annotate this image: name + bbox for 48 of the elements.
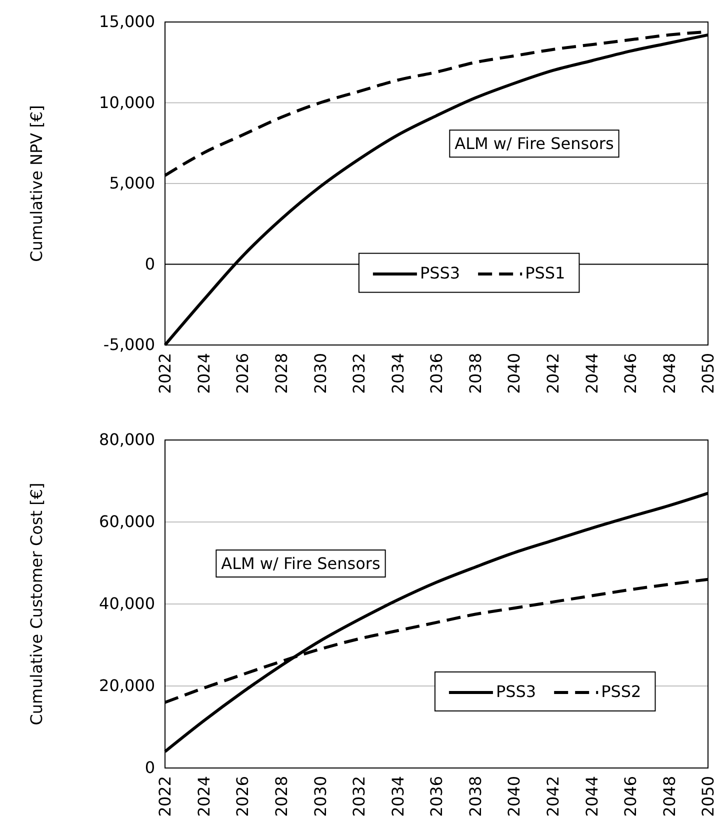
x-tick-label: 2028 [272, 776, 291, 817]
x-tick-label: 2046 [621, 776, 640, 817]
x-tick-label: 2034 [388, 353, 408, 394]
y-tick-label: 0 [144, 254, 155, 274]
x-tick-label: 2024 [194, 776, 214, 817]
y-axis-title: Cumulative NPV [€] [27, 105, 46, 262]
x-tick-label: 2038 [466, 353, 485, 394]
x-tick-label: 2036 [427, 776, 446, 817]
y-axis-title: Cumulative Customer Cost [€] [27, 482, 46, 726]
x-tick-label: 2022 [156, 353, 175, 394]
x-tick-label: 2034 [388, 776, 408, 817]
x-tick-label: 2036 [427, 353, 446, 394]
x-tick-label: 2032 [350, 776, 369, 817]
x-tick-label: 2026 [233, 776, 252, 817]
x-tick-label: 2028 [272, 353, 291, 394]
x-tick-label: 2048 [660, 353, 679, 394]
annotation: ALM w/ Fire Sensors [454, 134, 614, 154]
x-tick-label: 2044 [582, 776, 602, 817]
x-tick-label: 2040 [504, 353, 524, 394]
x-tick-label: 2038 [466, 776, 485, 817]
x-tick-label: 2044 [582, 353, 602, 394]
x-tick-label: 2022 [156, 776, 175, 817]
x-tick-label: 2050 [698, 353, 715, 394]
x-tick-label: 2026 [233, 353, 252, 394]
x-tick-label: 2040 [504, 776, 524, 817]
legend-label: PSS3 [420, 263, 460, 282]
legend-label: PSS2 [601, 682, 642, 701]
x-tick-label: 2050 [698, 776, 715, 817]
y-tick-label: 10,000 [99, 92, 155, 112]
x-tick-label: 2030 [310, 776, 330, 817]
y-tick-label: 0 [144, 758, 155, 778]
x-tick-label: 2024 [194, 353, 214, 394]
y-tick-label: 80,000 [99, 430, 155, 450]
x-tick-label: 2042 [543, 353, 562, 394]
y-tick-label: 5,000 [109, 174, 155, 193]
x-tick-label: 2032 [350, 353, 369, 394]
annotation: ALM w/ Fire Sensors [221, 554, 380, 574]
legend-label: PSS1 [525, 263, 566, 282]
x-tick-label: 2030 [310, 353, 330, 394]
y-tick-label: 15,000 [99, 12, 155, 32]
x-tick-label: 2048 [660, 776, 679, 817]
legend-label: PSS3 [496, 682, 536, 701]
y-tick-label: 20,000 [99, 676, 155, 696]
y-tick-label: 60,000 [99, 512, 155, 532]
x-tick-label: 2042 [543, 776, 562, 817]
y-tick-label: -5,000 [103, 335, 155, 354]
y-tick-label: 40,000 [99, 594, 155, 614]
x-tick-label: 2046 [621, 353, 640, 394]
